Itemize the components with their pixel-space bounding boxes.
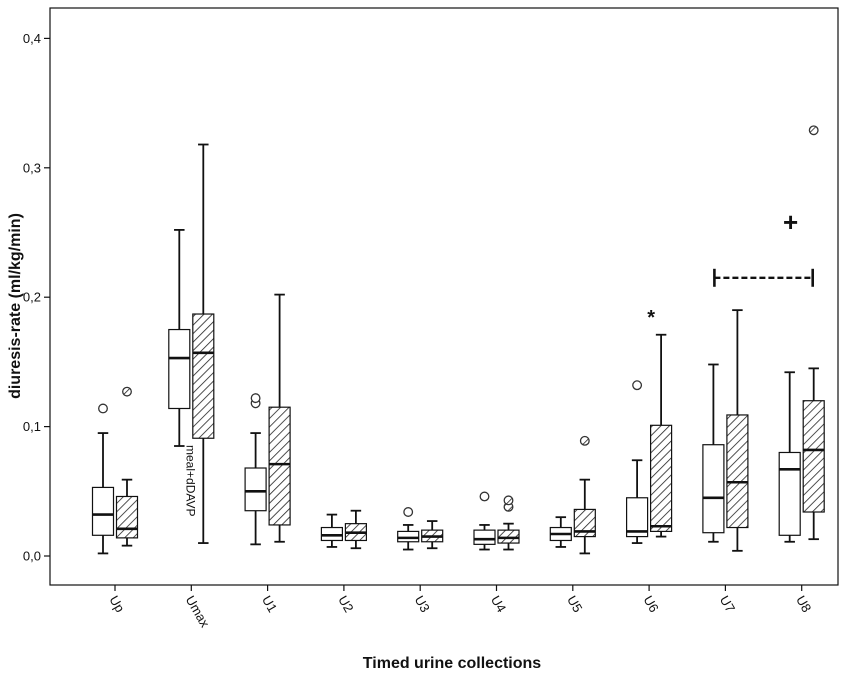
x-tick-label: U1 <box>259 593 280 615</box>
x-tick-label: Umax <box>183 593 213 630</box>
meal-ddavp-label: meal+dDAVP <box>183 445 197 516</box>
significance-plus: + <box>783 207 798 237</box>
outlier-point <box>632 380 643 391</box>
y-axis-title: diuresis-rate (ml/kg/min) <box>7 213 24 399</box>
outlier-point <box>579 435 590 446</box>
outlier-point <box>479 491 490 502</box>
box-U5-none <box>549 516 572 548</box>
box-body <box>573 508 596 538</box>
y-tick-label: 0,2 <box>23 290 41 305</box>
x-tick-label: U3 <box>412 593 433 615</box>
x-axis: Up Umax U1 U2 U3 U4 U5 U6 U7 U8 <box>106 585 814 630</box>
box-body <box>168 328 191 410</box>
box-U1-hatched <box>268 293 291 543</box>
outlier-point <box>808 125 819 136</box>
x-tick-label: Up <box>106 593 127 615</box>
x-tick-label: U8 <box>793 593 814 615</box>
outlier-point <box>250 393 261 404</box>
box-U4-hatched <box>497 495 520 551</box>
box-body <box>625 497 649 538</box>
box-Umax-none <box>168 229 191 447</box>
box-body <box>702 444 725 534</box>
box-U7-hatched <box>726 309 749 552</box>
box-body <box>649 424 673 533</box>
box-Up-hatched <box>115 386 139 547</box>
y-axis: 0,0 0,1 0,2 0,3 0,4 <box>23 31 50 564</box>
box-body <box>91 486 115 536</box>
box-series <box>91 125 825 555</box>
outlier-point <box>503 495 514 506</box>
box-U3-hatched <box>421 520 444 550</box>
box-U2-hatched <box>344 509 367 550</box>
y-tick-label: 0,0 <box>23 549 41 564</box>
box-U2-none <box>320 513 343 548</box>
x-tick-label: U5 <box>564 593 585 615</box>
x-tick-label: U4 <box>488 593 509 615</box>
box-U8-none <box>778 371 801 543</box>
box-U5-hatched <box>573 435 596 555</box>
x-tick-label: U2 <box>335 593 356 615</box>
plot-area <box>49 7 839 586</box>
outlier-point <box>98 403 108 414</box>
box-U6-none <box>625 380 649 544</box>
box-Up-none <box>91 403 115 555</box>
x-axis-title: Timed urine collections <box>363 655 542 672</box>
box-U1-none <box>244 393 267 546</box>
plot-frame <box>49 7 839 586</box>
box-body <box>726 414 749 529</box>
y-tick-label: 0,4 <box>23 31 41 46</box>
box-U4-none <box>473 491 496 551</box>
box-body <box>778 451 801 536</box>
annotations: meal+dDAVP * + <box>183 207 815 516</box>
box-U3-none <box>397 507 420 551</box>
box-U6-hatched <box>649 333 673 538</box>
outlier-point <box>122 386 132 397</box>
box-body <box>802 400 825 513</box>
box-U7-none <box>702 363 725 543</box>
y-tick-label: 0,3 <box>23 160 41 175</box>
box-body <box>473 529 496 545</box>
outlier-point <box>403 507 414 517</box>
box-body <box>244 467 267 512</box>
box-body <box>192 313 215 439</box>
y-tick-label: 0,1 <box>23 419 41 434</box>
box-body <box>115 495 139 539</box>
box-body <box>268 406 291 526</box>
x-tick-label: U7 <box>717 593 738 615</box>
x-tick-label: U6 <box>641 593 662 615</box>
significance-asterisk: * <box>647 307 655 329</box>
box-U8-hatched <box>802 125 825 541</box>
box-Umax-hatched <box>192 143 215 544</box>
